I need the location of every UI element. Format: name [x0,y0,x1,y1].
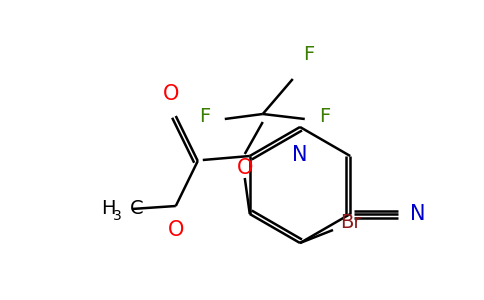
Text: O: O [237,158,253,178]
Text: Br: Br [340,214,362,232]
Text: F: F [303,45,314,64]
Text: C: C [130,200,143,218]
Text: 3: 3 [113,209,122,223]
Text: F: F [319,107,330,127]
Text: H: H [101,200,116,218]
Text: F: F [199,107,211,127]
Text: O: O [167,220,184,240]
Text: N: N [292,145,308,165]
Text: O: O [163,84,179,104]
Text: N: N [410,204,426,224]
